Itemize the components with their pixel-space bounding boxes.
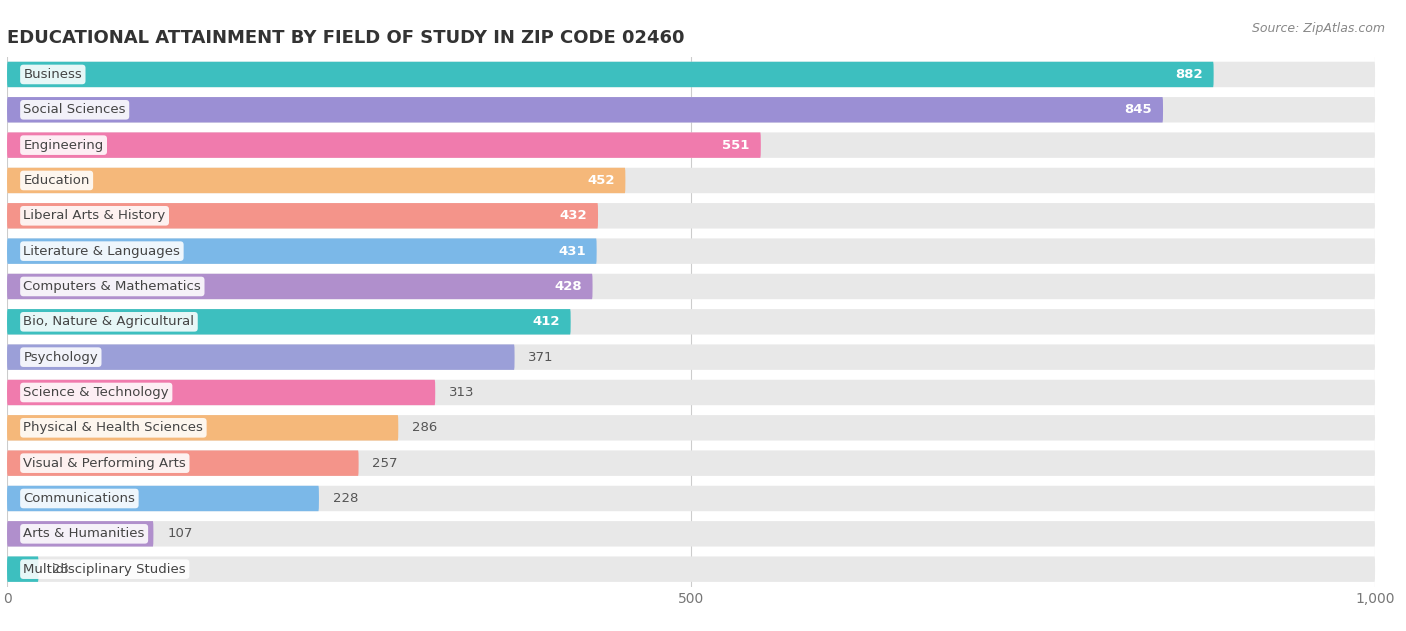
- FancyBboxPatch shape: [7, 97, 1163, 122]
- Text: Visual & Performing Arts: Visual & Performing Arts: [24, 457, 186, 469]
- Text: 313: 313: [449, 386, 474, 399]
- Text: Literature & Languages: Literature & Languages: [24, 245, 180, 257]
- Text: Arts & Humanities: Arts & Humanities: [24, 528, 145, 540]
- FancyBboxPatch shape: [7, 557, 1375, 582]
- FancyBboxPatch shape: [7, 168, 1375, 193]
- Text: 228: 228: [333, 492, 359, 505]
- Text: Psychology: Psychology: [24, 351, 98, 363]
- FancyBboxPatch shape: [7, 309, 1375, 334]
- Text: Science & Technology: Science & Technology: [24, 386, 169, 399]
- Text: 551: 551: [723, 139, 749, 151]
- Text: Education: Education: [24, 174, 90, 187]
- FancyBboxPatch shape: [7, 345, 1375, 370]
- FancyBboxPatch shape: [7, 380, 1375, 405]
- Text: Liberal Arts & History: Liberal Arts & History: [24, 209, 166, 222]
- FancyBboxPatch shape: [7, 557, 38, 582]
- FancyBboxPatch shape: [7, 380, 436, 405]
- Text: 428: 428: [554, 280, 582, 293]
- FancyBboxPatch shape: [7, 274, 592, 299]
- FancyBboxPatch shape: [7, 274, 1375, 299]
- FancyBboxPatch shape: [7, 415, 398, 440]
- FancyBboxPatch shape: [7, 133, 761, 158]
- FancyBboxPatch shape: [7, 239, 596, 264]
- Text: Computers & Mathematics: Computers & Mathematics: [24, 280, 201, 293]
- Text: Engineering: Engineering: [24, 139, 104, 151]
- Text: EDUCATIONAL ATTAINMENT BY FIELD OF STUDY IN ZIP CODE 02460: EDUCATIONAL ATTAINMENT BY FIELD OF STUDY…: [7, 29, 685, 47]
- FancyBboxPatch shape: [7, 203, 598, 228]
- FancyBboxPatch shape: [7, 486, 319, 511]
- Text: 431: 431: [558, 245, 586, 257]
- Text: 286: 286: [412, 422, 437, 434]
- Text: 452: 452: [586, 174, 614, 187]
- Text: Physical & Health Sciences: Physical & Health Sciences: [24, 422, 204, 434]
- FancyBboxPatch shape: [7, 97, 1375, 122]
- FancyBboxPatch shape: [7, 486, 1375, 511]
- FancyBboxPatch shape: [7, 521, 1375, 546]
- FancyBboxPatch shape: [7, 203, 1375, 228]
- FancyBboxPatch shape: [7, 239, 1375, 264]
- Text: Multidisciplinary Studies: Multidisciplinary Studies: [24, 563, 186, 575]
- FancyBboxPatch shape: [7, 168, 626, 193]
- Text: 412: 412: [533, 316, 560, 328]
- Text: 432: 432: [560, 209, 588, 222]
- FancyBboxPatch shape: [7, 62, 1375, 87]
- Text: 371: 371: [529, 351, 554, 363]
- FancyBboxPatch shape: [7, 309, 571, 334]
- Text: Business: Business: [24, 68, 82, 81]
- FancyBboxPatch shape: [7, 345, 515, 370]
- FancyBboxPatch shape: [7, 62, 1213, 87]
- FancyBboxPatch shape: [7, 415, 1375, 440]
- Text: Social Sciences: Social Sciences: [24, 103, 127, 116]
- FancyBboxPatch shape: [7, 133, 1375, 158]
- FancyBboxPatch shape: [7, 521, 153, 546]
- FancyBboxPatch shape: [7, 451, 1375, 476]
- Text: Source: ZipAtlas.com: Source: ZipAtlas.com: [1251, 22, 1385, 35]
- Text: 23: 23: [52, 563, 69, 575]
- Text: Communications: Communications: [24, 492, 135, 505]
- Text: 882: 882: [1175, 68, 1202, 81]
- FancyBboxPatch shape: [7, 451, 359, 476]
- Text: 257: 257: [373, 457, 398, 469]
- Text: 107: 107: [167, 528, 193, 540]
- Text: 845: 845: [1125, 103, 1152, 116]
- Text: Bio, Nature & Agricultural: Bio, Nature & Agricultural: [24, 316, 194, 328]
